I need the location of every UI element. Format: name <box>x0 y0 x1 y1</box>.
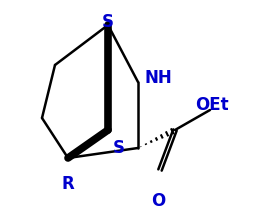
Text: O: O <box>151 192 165 210</box>
Text: S: S <box>102 13 114 31</box>
Text: NH: NH <box>145 69 173 87</box>
Text: OEt: OEt <box>195 96 229 114</box>
Text: S: S <box>113 139 125 157</box>
Text: R: R <box>62 175 74 193</box>
